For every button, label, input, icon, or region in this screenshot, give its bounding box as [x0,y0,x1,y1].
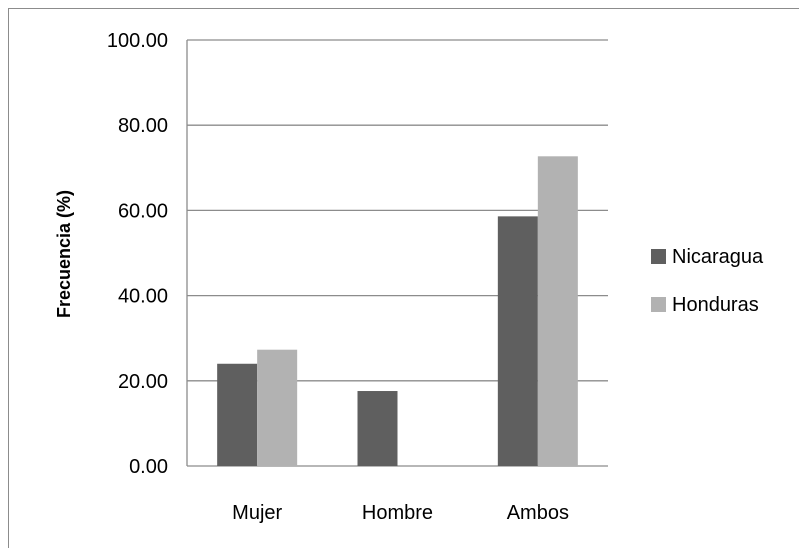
bar [217,363,258,466]
y-tick-labels: 0.00 20.00 40.00 60.00 80.00 100.00 [107,30,168,478]
legend-label: Nicaragua [672,246,764,268]
chart-border-left [8,8,9,548]
y-tick-label: 0.00 [129,456,168,478]
legend: Nicaragua Honduras [651,246,764,316]
x-tick-label: Ambos [507,502,569,524]
bar [537,156,578,466]
y-tick-label: 100.00 [107,30,168,52]
x-tick-labels: Mujer Hombre Ambos [232,502,569,524]
y-tick-label: 40.00 [118,286,168,308]
x-tick-label: Hombre [362,502,433,524]
x-tick-label: Mujer [232,502,282,524]
legend-swatch [651,249,666,264]
bar [257,349,298,466]
y-tick-label: 20.00 [118,371,168,393]
legend-label: Honduras [672,294,759,316]
y-axis-label: Frecuencia (%) [54,190,74,318]
y-tick-label: 60.00 [118,200,168,222]
y-tick-label: 80.00 [118,115,168,137]
chart-border-top [8,8,799,9]
bars [217,156,578,466]
bar [357,391,398,466]
legend-swatch [651,297,666,312]
bar [497,216,538,466]
